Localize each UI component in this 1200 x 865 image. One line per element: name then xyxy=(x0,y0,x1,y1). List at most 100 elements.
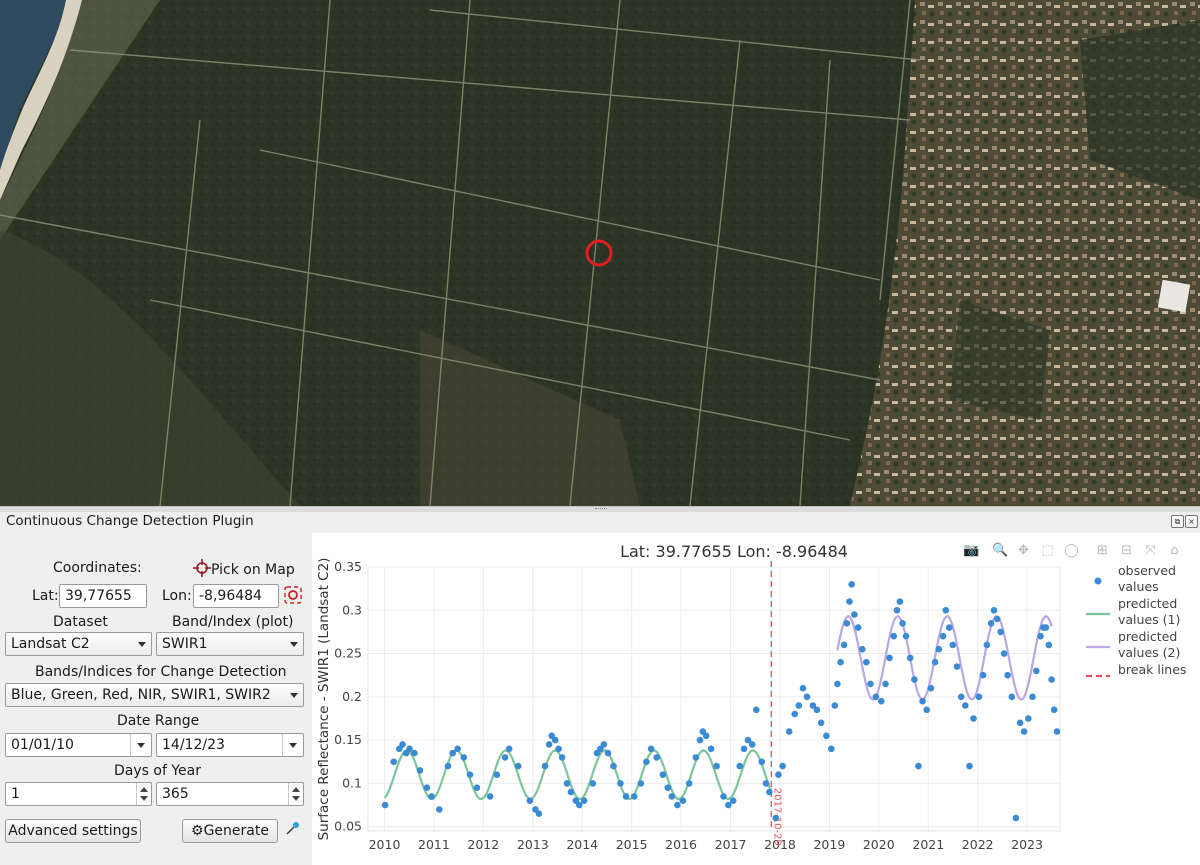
end-date-input[interactable]: 14/12/23 xyxy=(156,733,304,757)
observed-point xyxy=(848,581,855,588)
zoom-to-point-icon[interactable] xyxy=(284,586,302,608)
box-select-icon[interactable]: ⬚ xyxy=(1041,543,1054,558)
satellite-imagery[interactable] xyxy=(0,0,1200,506)
observed-point xyxy=(460,754,468,761)
x-tick-label: 2017 xyxy=(715,837,747,852)
spin-down-icon[interactable] xyxy=(292,796,300,801)
generate-button[interactable]: ⚙Generate xyxy=(182,819,278,843)
spin-up-icon[interactable] xyxy=(292,787,300,792)
dock-splitter[interactable] xyxy=(0,506,1200,512)
observed-point xyxy=(1008,693,1016,701)
observed-point xyxy=(851,611,858,618)
zoom-icon[interactable]: 🔍 xyxy=(992,543,1009,558)
observed-point xyxy=(1000,650,1008,657)
camera-icon[interactable]: 📷 xyxy=(963,543,980,558)
pick-on-map-label: Pick on Map xyxy=(211,562,295,578)
advanced-settings-button[interactable]: Advanced settings xyxy=(5,819,141,843)
observed-point xyxy=(803,693,811,701)
observed-point xyxy=(685,780,693,787)
observed-point xyxy=(931,658,939,666)
plot-area[interactable]: 📷 🔍 ✥ ⬚ ◯ ⊞ ⊟ ⤧ ⌂ 0.05 0.1 0.15 0.2 0.25 0.3 0… xyxy=(312,533,1200,865)
selected-point-marker xyxy=(585,239,613,267)
observed-point xyxy=(647,745,655,753)
spin-down-icon[interactable] xyxy=(140,796,148,801)
observed-point xyxy=(919,697,926,705)
observed-point xyxy=(927,684,935,692)
observed-point xyxy=(886,654,893,662)
start-date-input[interactable]: 01/01/10 xyxy=(5,733,152,757)
x-tick-label: 2018 xyxy=(764,837,796,852)
observed-point xyxy=(762,780,770,787)
observed-point xyxy=(854,624,862,631)
reflectance-chart: 0.05 0.1 0.15 0.2 0.25 0.3 0.35 2010 2011 2012 201… xyxy=(316,542,1186,852)
observed-point xyxy=(390,758,397,766)
observed-point xyxy=(990,607,998,614)
lat-input[interactable]: 39,77655 xyxy=(59,584,147,608)
lon-input[interactable]: -8,96484 xyxy=(193,584,279,608)
observed-point xyxy=(541,762,549,770)
y-tick-label: 0.05 xyxy=(334,819,362,834)
observed-point xyxy=(942,607,950,614)
dataset-label: Dataset xyxy=(53,614,108,630)
observed-point xyxy=(823,732,830,740)
map-canvas[interactable] xyxy=(0,0,1200,506)
observed-point xyxy=(753,706,760,714)
lon-label: Lon: xyxy=(162,588,192,604)
observed-point xyxy=(911,676,918,683)
x-tick-label: 2023 xyxy=(1011,837,1043,852)
observed-point xyxy=(466,771,474,778)
observed-point xyxy=(600,741,608,748)
zoom-out-icon[interactable]: ⊟ xyxy=(1121,543,1132,558)
observed-point xyxy=(1048,676,1055,683)
observed-point xyxy=(535,810,543,817)
home-icon[interactable]: ⌂ xyxy=(1170,543,1179,558)
spin-up-icon[interactable] xyxy=(140,787,148,792)
observed-point xyxy=(859,645,866,653)
autoscale-icon[interactable]: ⤧ xyxy=(1145,543,1156,558)
close-dock-icon[interactable]: × xyxy=(1185,515,1198,528)
observed-point xyxy=(449,749,456,757)
observed-point xyxy=(813,706,821,714)
dock-title-bar: Continuous Change Detection Plugin ⧉ × xyxy=(0,511,1200,533)
observed-point xyxy=(653,754,660,761)
observed-point xyxy=(501,754,509,761)
lasso-icon[interactable]: ◯ xyxy=(1064,543,1079,558)
pick-on-map-button[interactable]: Pick on Map xyxy=(193,559,295,578)
coordinates-label: Coordinates: xyxy=(53,560,142,576)
zoom-in-icon[interactable]: ⊞ xyxy=(1097,543,1108,558)
observed-point xyxy=(896,598,904,605)
observed-point xyxy=(643,758,650,766)
observed-point xyxy=(843,620,851,627)
pan-icon[interactable]: ✥ xyxy=(1018,543,1029,558)
doy-end-spinbox[interactable]: 365 xyxy=(156,782,304,806)
observed-point xyxy=(622,793,630,800)
observed-point xyxy=(915,762,922,770)
chevron-down-icon[interactable] xyxy=(137,743,145,748)
observed-point xyxy=(567,788,575,796)
end-date-value: 14/12/23 xyxy=(162,737,225,753)
observed-point xyxy=(630,793,638,800)
float-dock-icon[interactable]: ⧉ xyxy=(1171,515,1184,528)
observed-point xyxy=(1033,667,1040,675)
doy-start-spinbox[interactable]: 1 xyxy=(5,782,152,806)
dataset-select[interactable]: Landsat C2 xyxy=(5,632,152,656)
observed-point xyxy=(514,762,522,770)
observed-point xyxy=(795,702,803,709)
x-tick-label: 2013 xyxy=(517,837,549,852)
observed-point xyxy=(962,702,969,709)
chevron-down-icon[interactable] xyxy=(289,743,297,748)
observed-point xyxy=(1053,728,1061,735)
observed-point xyxy=(729,797,737,804)
observed-point xyxy=(604,749,612,757)
gear-icon: ⚙ xyxy=(191,823,204,839)
observed-point xyxy=(957,693,965,701)
observed-point xyxy=(1029,693,1036,701)
band-select[interactable]: SWIR1 xyxy=(156,632,304,656)
bands-cd-select[interactable]: Blue, Green, Red, NIR, SWIR1, SWIR2 xyxy=(5,683,304,707)
observed-point xyxy=(597,745,604,753)
x-tick-label: 2020 xyxy=(863,837,895,852)
observed-point xyxy=(436,806,443,813)
observed-point xyxy=(987,620,995,627)
observed-point xyxy=(411,749,418,757)
y-tick-label: 0.1 xyxy=(342,775,362,790)
